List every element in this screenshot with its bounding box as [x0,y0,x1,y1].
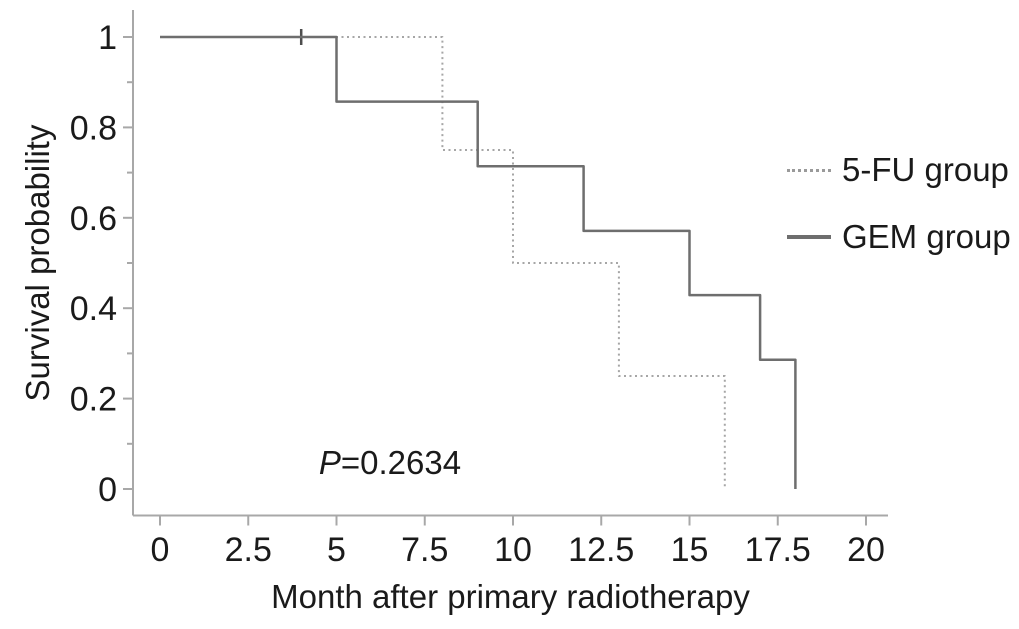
legend-label-gem: GEM group [842,218,1011,255]
legend-item-gem: GEM group [787,217,1011,257]
legend-label-5fu: 5-FU group [842,151,1009,188]
legend-item-5fu: 5-FU group [787,150,1011,190]
x-tick-label: 0 [151,531,170,569]
x-tick-label: 10 [494,531,532,569]
series-line-gem-group [160,35,797,489]
x-tick-label: 20 [847,531,885,569]
p-value-number: =0.2634 [340,444,462,481]
y-axis-title: Survival probability [19,124,56,402]
series-line-5-fu-group [160,36,726,489]
x-tick-label: 5 [327,531,346,569]
y-tick-label: 0 [98,471,117,509]
p-value-symbol: P [318,444,341,481]
legend-dotted-line-swatch [787,168,831,172]
legend-solid-line-swatch [787,235,831,239]
x-tick-label: 2.5 [225,531,272,569]
axis-spines [132,10,888,517]
x-tick-label: 12.5 [568,531,634,569]
y-tick-label: 0.8 [70,109,117,147]
x-axis-title: Month after primary radiotherapy [271,578,750,615]
y-tick-label: 0.2 [70,381,117,419]
x-tick-label: 7.5 [401,531,448,569]
legend: 5-FU group GEM group [787,150,1011,284]
y-tick-label: 1 [98,19,117,57]
y-tick-label: 0.4 [70,290,117,328]
y-tick-label: 0.6 [70,200,117,238]
p-value-annotation: P=0.2634 [300,444,480,482]
x-tick-label: 15 [671,531,709,569]
x-tick-label: 17.5 [745,531,811,569]
